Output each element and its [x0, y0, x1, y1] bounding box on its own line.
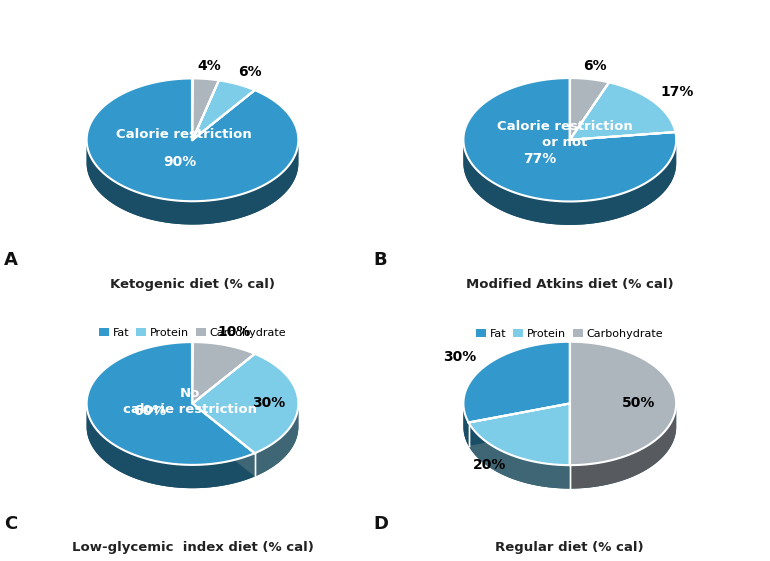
Text: 90%: 90% [163, 155, 196, 169]
Text: 60%: 60% [133, 404, 167, 419]
Text: Low-glycemic  index diet (% cal): Low-glycemic index diet (% cal) [72, 541, 313, 554]
Polygon shape [469, 403, 570, 446]
Text: 30%: 30% [252, 397, 286, 411]
Text: 20%: 20% [473, 458, 507, 472]
Polygon shape [86, 140, 298, 224]
Polygon shape [192, 342, 255, 403]
Polygon shape [255, 404, 298, 476]
Text: 10%: 10% [218, 325, 251, 339]
Text: Regular diet (% cal): Regular diet (% cal) [495, 541, 644, 554]
Text: 6%: 6% [584, 59, 607, 73]
Polygon shape [570, 82, 675, 140]
Text: C: C [4, 515, 17, 533]
Polygon shape [87, 140, 298, 224]
Polygon shape [570, 404, 676, 489]
Text: 4%: 4% [198, 58, 221, 72]
Legend: Fat, Protein, Carbohydrate: Fat, Protein, Carbohydrate [95, 324, 290, 342]
Polygon shape [464, 342, 570, 422]
Text: Modified Atkins diet (% cal): Modified Atkins diet (% cal) [466, 278, 674, 291]
Text: 77%: 77% [524, 152, 557, 166]
Text: 30%: 30% [443, 351, 477, 365]
Text: A: A [4, 251, 18, 269]
Text: Calorie restriction
or not: Calorie restriction or not [497, 120, 632, 149]
Polygon shape [464, 404, 469, 446]
Text: 50%: 50% [622, 397, 655, 411]
Polygon shape [192, 403, 255, 476]
Polygon shape [192, 79, 219, 140]
Polygon shape [192, 403, 255, 476]
Polygon shape [87, 404, 255, 488]
Text: D: D [373, 515, 388, 533]
Polygon shape [192, 354, 298, 453]
Text: Ketogenic diet (% cal): Ketogenic diet (% cal) [110, 278, 275, 291]
Polygon shape [87, 342, 255, 465]
Polygon shape [464, 140, 676, 225]
Text: B: B [373, 251, 387, 269]
Legend: Fat, Protein, Carbohydrate: Fat, Protein, Carbohydrate [472, 324, 668, 343]
Text: Calorie restriction: Calorie restriction [116, 128, 252, 141]
Polygon shape [192, 80, 255, 140]
Polygon shape [570, 342, 676, 465]
Text: 17%: 17% [661, 85, 694, 99]
Text: 6%: 6% [239, 65, 262, 79]
Text: No
calorie restriction: No calorie restriction [123, 387, 257, 416]
Polygon shape [86, 403, 298, 488]
Polygon shape [570, 78, 609, 140]
Polygon shape [464, 140, 676, 225]
Polygon shape [464, 78, 676, 201]
Polygon shape [464, 403, 676, 489]
Polygon shape [469, 403, 570, 446]
Polygon shape [87, 79, 298, 201]
Polygon shape [469, 403, 570, 465]
Polygon shape [469, 422, 570, 489]
